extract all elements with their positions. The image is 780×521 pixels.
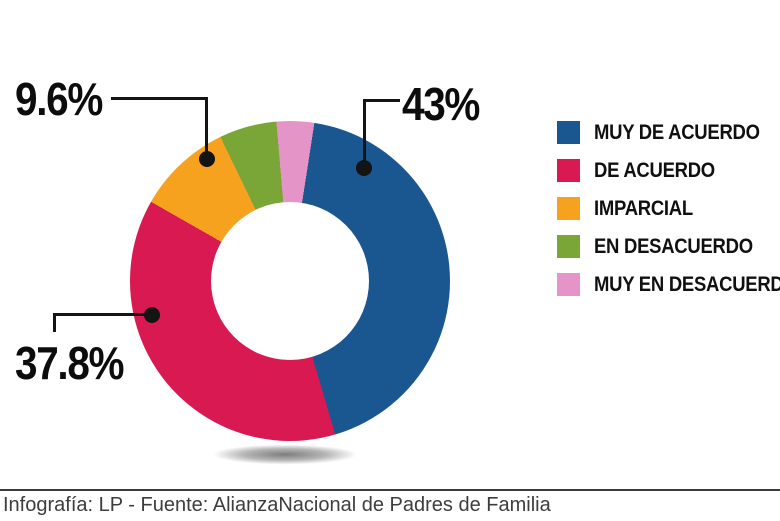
legend-label: MUY DE ACUERDO xyxy=(594,120,760,144)
legend-swatch-en-desacuerdo xyxy=(557,235,580,258)
callout-dot-de-acuerdo xyxy=(144,307,160,323)
legend-swatch-de-acuerdo xyxy=(557,159,580,182)
footer-credit: Infografía: LP - Fuente: AlianzaNacional… xyxy=(3,494,551,516)
legend-label: MUY EN DESACUERDO xyxy=(594,272,780,296)
callout-line-de-acuerdo-horizontal xyxy=(53,313,153,316)
callout-dot-muy-de-acuerdo xyxy=(356,160,372,176)
legend-label: IMPARCIAL xyxy=(594,196,693,220)
donut-hole xyxy=(211,202,369,360)
legend-item-muy-en-desacuerdo: MUY EN DESACUERDO xyxy=(557,273,780,296)
legend-label: DE ACUERDO xyxy=(594,158,715,182)
footer-divider xyxy=(0,489,780,491)
value-label-de-acuerdo: 37.8% xyxy=(15,337,125,389)
legend-item-imparcial: IMPARCIAL xyxy=(557,197,780,220)
legend-swatch-muy-en-desacuerdo xyxy=(557,273,580,296)
value-label-muy-de-acuerdo: 43% xyxy=(402,78,480,130)
donut-shadow xyxy=(188,441,382,468)
value-label-imparcial: 9.6% xyxy=(15,73,103,125)
legend-swatch-imparcial xyxy=(557,197,580,220)
legend-swatch-muy-de-acuerdo xyxy=(557,121,580,144)
callout-line-de-acuerdo-vertical xyxy=(53,313,56,332)
callout-line-imparcial-vertical xyxy=(205,97,208,159)
callout-dot-imparcial xyxy=(199,151,215,167)
callout-line-imparcial-horizontal xyxy=(111,97,208,100)
legend-item-de-acuerdo: DE ACUERDO xyxy=(557,159,780,182)
donut-chart xyxy=(130,121,450,441)
callout-line-muy-de-acuerdo-horizontal xyxy=(363,99,400,102)
legend-item-en-desacuerdo: EN DESACUERDO xyxy=(557,235,780,258)
callout-line-muy-de-acuerdo-vertical xyxy=(363,99,366,168)
legend-item-muy-de-acuerdo: MUY DE ACUERDO xyxy=(557,121,780,144)
legend-label: EN DESACUERDO xyxy=(594,234,753,258)
legend: MUY DE ACUERDO DE ACUERDO IMPARCIAL EN D… xyxy=(557,121,780,311)
